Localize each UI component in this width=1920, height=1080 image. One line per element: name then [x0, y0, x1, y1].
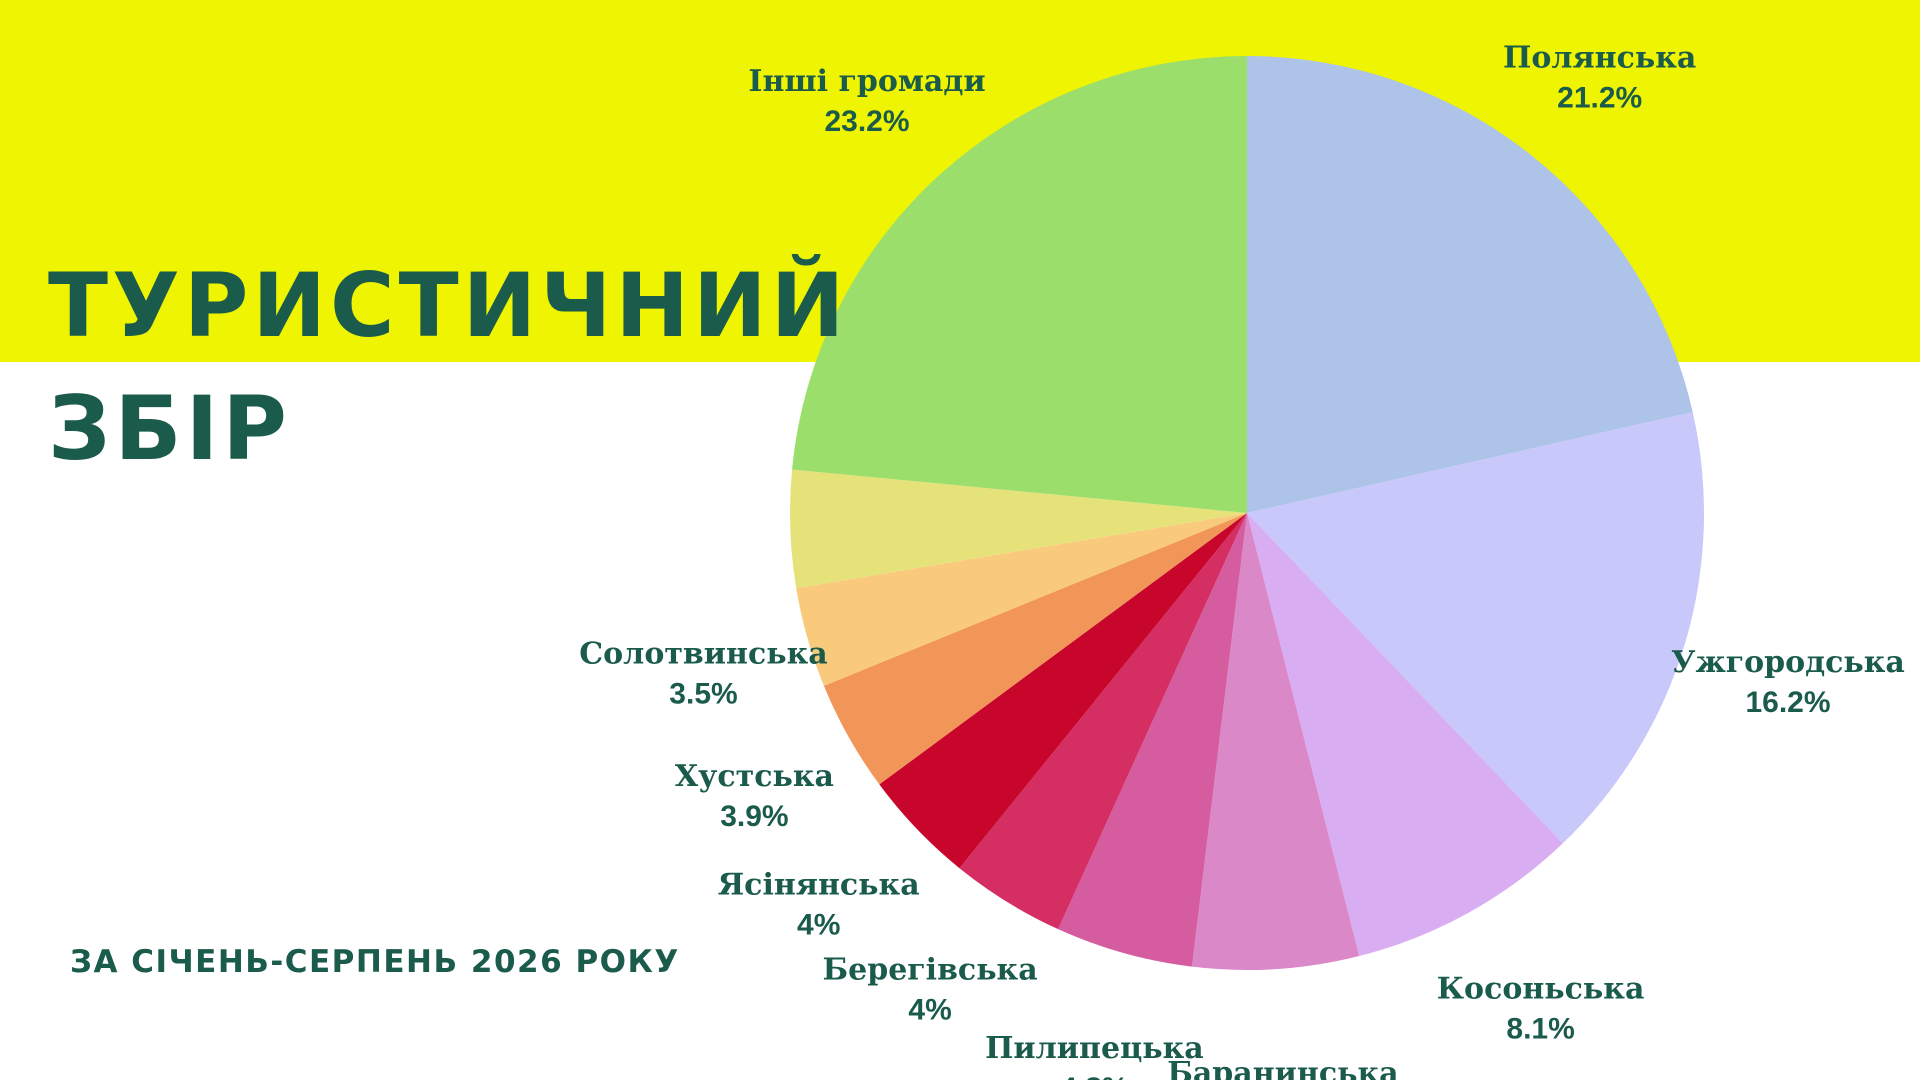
- slice-name-label: Інші громади: [748, 64, 985, 99]
- pie-slice: [1191, 513, 1360, 971]
- pie-slice: [1058, 513, 1247, 967]
- pie-slice: [790, 469, 1247, 589]
- title-line-2: ЗБІР: [48, 377, 291, 480]
- slice-value-label: 3.9%: [720, 800, 788, 833]
- slice-name-label: Баранинська: [1167, 1056, 1398, 1080]
- slice-value-label: 16.2%: [1745, 686, 1830, 719]
- slice-name-label: Берегівська: [823, 953, 1038, 988]
- pie-slice: [879, 513, 1247, 869]
- slice-name-label: Пилипецька: [985, 1031, 1204, 1066]
- pie-slice: [1247, 412, 1705, 844]
- slice-name-label: Хустська: [675, 759, 834, 794]
- slice-value-label: 8.1%: [1506, 1012, 1574, 1045]
- slice-value-label: 4%: [908, 994, 951, 1027]
- slice-name-label: Ясінянська: [718, 868, 920, 903]
- pie-slice: [959, 513, 1247, 930]
- pie-slice: [792, 56, 1247, 513]
- slice-value-label: 3.5%: [669, 677, 737, 710]
- slice-value-label: 21.2%: [1557, 82, 1642, 115]
- pie-slice: [1247, 513, 1563, 957]
- pie-slice: [796, 513, 1247, 686]
- period-subtitle: ЗА СІЧЕНЬ-СЕРПЕНЬ 2026 РОКУ: [70, 944, 680, 980]
- slice-value-label: 4%: [797, 909, 840, 942]
- slice-name-label: Косоньська: [1437, 971, 1645, 1006]
- pie-slice: [823, 513, 1247, 785]
- slice-name-label: Солотвинська: [579, 636, 827, 671]
- slice-name-label: Ужгородська: [1671, 645, 1905, 680]
- pie-slices: [790, 56, 1705, 971]
- pie-slice: [1247, 56, 1693, 513]
- title-line-1: ТУРИСТИЧНИЙ: [48, 254, 849, 357]
- slice-name-label: Полянська: [1503, 41, 1696, 76]
- slice-value-label: 23.2%: [824, 105, 909, 138]
- pie-labels: Полянська 21.2% Ужгородська 16.2% Косоньська…: [579, 41, 1905, 1080]
- slice-value-label: 4.8%: [1060, 1072, 1128, 1080]
